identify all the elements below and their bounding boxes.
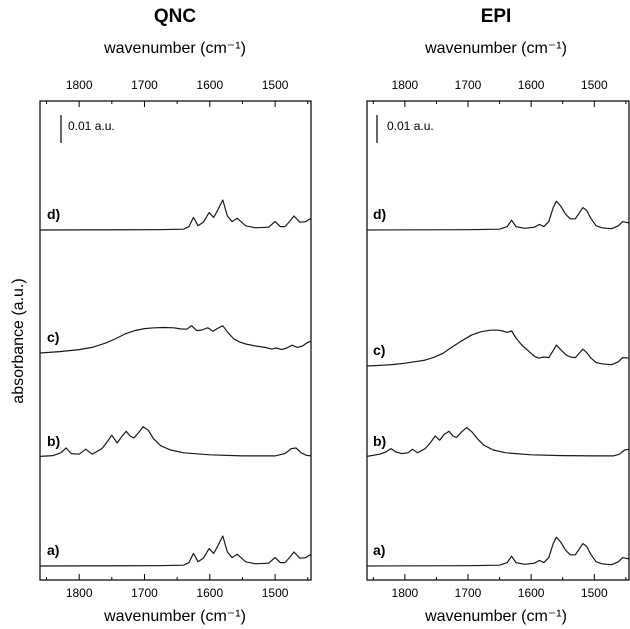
x-axis-label-top: wavenumber (cm⁻¹) [424, 40, 567, 57]
tick-label-top: 1700 [455, 78, 482, 92]
panel-title: EPI [481, 6, 512, 27]
trace-label: a) [373, 542, 385, 558]
spectrum-trace [366, 329, 630, 367]
tick-label-bottom: 1700 [455, 586, 482, 600]
plot-frame [39, 100, 312, 581]
spectrum-trace [39, 535, 312, 567]
tick-label-top: 1600 [196, 78, 223, 92]
trace-label: a) [47, 542, 59, 558]
traces: a) b) c) d) [39, 199, 312, 567]
scale-bar-label: 0.01 a.u. [68, 119, 115, 133]
traces: a) b) c) d) [366, 200, 630, 567]
panel-epi: EPI wavenumber (cm⁻¹) wavenumber (cm⁻¹) … [366, 6, 630, 625]
spectrum-trace [366, 427, 630, 457]
panel-title: QNC [154, 6, 197, 27]
bottom-ticks: 1800 1700 1600 1500 [372, 574, 627, 600]
spectrum-trace [366, 200, 630, 231]
x-axis-label-bottom: wavenumber (cm⁻¹) [424, 608, 567, 625]
x-axis-label-bottom: wavenumber (cm⁻¹) [103, 608, 246, 625]
spectrum-trace [39, 199, 312, 231]
trace-label: d) [373, 206, 386, 222]
scale-bar: 0.01 a.u. [376, 115, 434, 143]
spectrum-trace [39, 325, 312, 354]
tick-label-bottom: 1500 [262, 586, 289, 600]
panel-qnc: QNC wavenumber (cm⁻¹) wavenumber (cm⁻¹) … [39, 6, 312, 625]
tick-label-bottom: 1600 [196, 586, 223, 600]
tick-label-bottom: 1800 [66, 586, 93, 600]
spectrum-trace [39, 426, 312, 457]
y-axis-label: absorbance (a.u.) [10, 278, 27, 403]
top-ticks: 1800 1700 1600 1500 [372, 78, 627, 107]
tick-label-bottom: 1700 [131, 586, 158, 600]
tick-label-bottom: 1600 [518, 586, 545, 600]
trace-label: c) [373, 342, 385, 358]
top-ticks: 1800 1700 1600 1500 [46, 78, 309, 107]
tick-label-top: 1800 [66, 78, 93, 92]
x-axis-label-top: wavenumber (cm⁻¹) [103, 40, 246, 57]
trace-label: b) [373, 433, 386, 449]
tick-label-top: 1800 [392, 78, 419, 92]
tick-label-bottom: 1500 [581, 586, 608, 600]
spectrum-trace [366, 536, 630, 567]
tick-label-top: 1600 [518, 78, 545, 92]
trace-label: d) [47, 206, 60, 222]
plot-frame [366, 100, 630, 581]
tick-label-top: 1500 [581, 78, 608, 92]
tick-label-bottom: 1800 [392, 586, 419, 600]
bottom-ticks: 1800 1700 1600 1500 [46, 574, 309, 600]
trace-label: c) [47, 329, 59, 345]
scale-bar-label: 0.01 a.u. [387, 119, 434, 133]
tick-label-top: 1700 [131, 78, 158, 92]
scale-bar: 0.01 a.u. [60, 115, 115, 143]
trace-label: b) [47, 433, 60, 449]
tick-label-top: 1500 [262, 78, 289, 92]
